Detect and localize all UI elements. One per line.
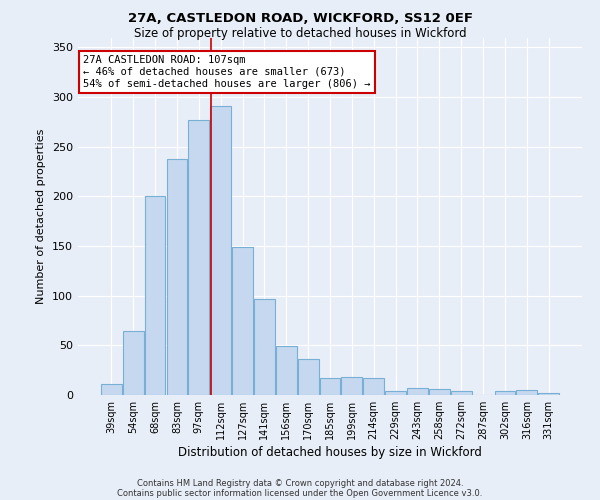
Bar — [364, 378, 384, 395]
Y-axis label: Number of detached properties: Number of detached properties — [37, 128, 46, 304]
Bar — [451, 391, 472, 395]
Text: 27A CASTLEDON ROAD: 107sqm
← 46% of detached houses are smaller (673)
54% of sem: 27A CASTLEDON ROAD: 107sqm ← 46% of deta… — [83, 56, 371, 88]
Text: Contains public sector information licensed under the Open Government Licence v3: Contains public sector information licen… — [118, 488, 482, 498]
Bar — [145, 196, 166, 395]
Bar — [538, 393, 559, 395]
Bar — [494, 391, 515, 395]
Bar — [167, 158, 187, 395]
Bar — [320, 378, 340, 395]
Text: 27A, CASTLEDON ROAD, WICKFORD, SS12 0EF: 27A, CASTLEDON ROAD, WICKFORD, SS12 0EF — [128, 12, 473, 26]
Bar — [429, 389, 450, 395]
Bar — [232, 247, 253, 395]
Bar — [298, 359, 319, 395]
Bar — [385, 391, 406, 395]
Text: Size of property relative to detached houses in Wickford: Size of property relative to detached ho… — [134, 28, 466, 40]
Text: Contains HM Land Registry data © Crown copyright and database right 2024.: Contains HM Land Registry data © Crown c… — [137, 478, 463, 488]
Bar — [123, 332, 143, 395]
Bar — [101, 384, 122, 395]
Bar — [341, 377, 362, 395]
Bar — [188, 120, 209, 395]
Bar — [407, 388, 428, 395]
Bar — [210, 106, 231, 395]
X-axis label: Distribution of detached houses by size in Wickford: Distribution of detached houses by size … — [178, 446, 482, 460]
Bar — [517, 390, 537, 395]
Bar — [276, 346, 296, 395]
Bar — [254, 298, 275, 395]
